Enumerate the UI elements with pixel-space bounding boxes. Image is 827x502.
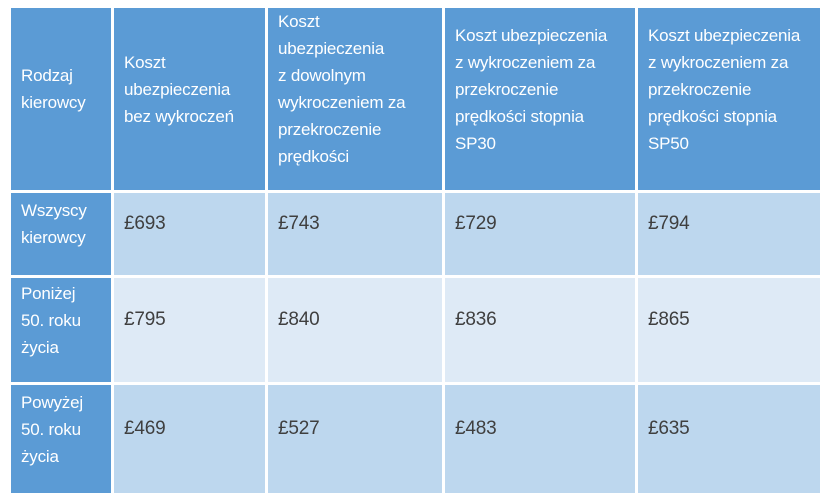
column-header-rodzaj-kierowcy: Rodzaj kierowcy [8, 5, 114, 193]
cell-value: £865 [635, 275, 823, 385]
cell-value: £729 [442, 190, 638, 278]
cell-value-text: £469 [124, 418, 166, 439]
column-header-label: Koszt ubezpieczenia bez wykroczeń [124, 52, 234, 126]
cell-value: £795 [111, 275, 268, 385]
cell-value-text: £729 [455, 213, 497, 234]
cell-value: £527 [265, 382, 445, 496]
column-header-label: Rodzaj kierowcy [21, 66, 86, 112]
column-header-label: Koszt ubezpieczenia z dowolnym wykroczen… [278, 12, 406, 166]
cell-value-text: £635 [648, 418, 690, 439]
cell-value: £635 [635, 382, 823, 496]
column-header-sp30: Koszt ubezpieczenia z wykroczeniem za pr… [442, 5, 638, 193]
cell-value: £483 [442, 382, 638, 496]
cell-value-text: £743 [278, 213, 320, 234]
column-header-sp50: Koszt ubezpieczenia z wykroczeniem za pr… [635, 5, 823, 193]
column-header-dowolne-wykroczenie: Koszt ubezpieczenia z dowolnym wykroczen… [265, 5, 445, 193]
cell-value-text: £865 [648, 309, 690, 330]
row-header: Wszyscy kierowcy [8, 190, 114, 278]
column-header-label: Koszt ubezpieczenia z wykroczeniem za pr… [648, 25, 801, 153]
table-header-row: Rodzaj kierowcy Koszt ubezpieczenia bez … [8, 5, 823, 193]
column-header-label: Koszt ubezpieczenia z wykroczeniem za pr… [455, 25, 608, 153]
table-row-powyzej-50: Powyżej 50. roku życia £469 £527 £483 £6… [8, 382, 823, 496]
row-header: Poniżej 50. roku życia [8, 275, 114, 385]
row-header-label: Wszyscy kierowcy [21, 201, 87, 247]
cell-value: £743 [265, 190, 445, 278]
cell-value: £836 [442, 275, 638, 385]
cell-value: £693 [111, 190, 268, 278]
cell-value-text: £795 [124, 309, 166, 330]
row-header-label: Poniżej 50. roku życia [21, 283, 81, 357]
cell-value-text: £483 [455, 418, 497, 439]
cell-value-text: £693 [124, 213, 166, 234]
cell-value-text: £840 [278, 309, 320, 330]
cell-value-text: £527 [278, 418, 320, 439]
table-row-ponizej-50: Poniżej 50. roku życia £795 £840 £836 £8… [8, 275, 823, 385]
cell-value-text: £836 [455, 309, 497, 330]
column-header-bez-wykroczen: Koszt ubezpieczenia bez wykroczeń [111, 5, 268, 193]
cell-value-text: £794 [648, 213, 690, 234]
cell-value: £794 [635, 190, 823, 278]
insurance-cost-table: Rodzaj kierowcy Koszt ubezpieczenia bez … [8, 5, 823, 496]
row-header-label: Powyżej 50. roku życia [21, 392, 83, 466]
cell-value: £469 [111, 382, 268, 496]
row-header: Powyżej 50. roku życia [8, 382, 114, 496]
table-row-wszyscy-kierowcy: Wszyscy kierowcy £693 £743 £729 £794 [8, 190, 823, 278]
cell-value: £840 [265, 275, 445, 385]
